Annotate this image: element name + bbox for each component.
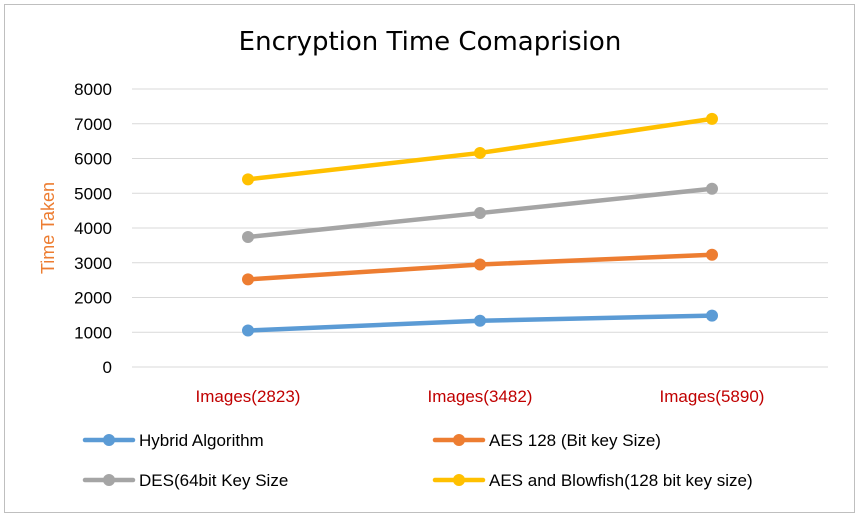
data-point	[242, 173, 254, 186]
x-axis-ticks: Images(2823) Images(3482) Images(5890)	[196, 387, 765, 406]
legend-swatch-marker	[453, 474, 465, 486]
chart-title: Encryption Time Comaprision	[239, 27, 622, 57]
y-tick-label: 3000	[74, 254, 112, 273]
legend-swatch-marker	[103, 474, 115, 486]
data-point	[242, 273, 254, 286]
data-point	[474, 146, 486, 159]
legend-item: AES and Blowfish(128 bit key size)	[432, 471, 753, 490]
data-point	[242, 324, 254, 337]
y-axis-label: Time Taken	[38, 182, 58, 274]
data-point	[242, 231, 254, 244]
legend-swatch-marker	[453, 434, 465, 446]
data-point	[706, 309, 718, 322]
legend-item: Hybrid Algorithm	[82, 431, 264, 450]
series-1	[242, 309, 718, 337]
y-tick-label: 2000	[74, 289, 112, 308]
series-2	[242, 248, 718, 286]
legend-item: DES(64bit Key Size	[82, 471, 288, 490]
y-axis-ticks: 0 1000 2000 3000 4000 5000 6000 7000 8000	[74, 80, 112, 377]
legend-label: Hybrid Algorithm	[139, 431, 264, 450]
legend-label: AES and Blowfish(128 bit key size)	[489, 471, 753, 490]
series-4	[242, 112, 718, 186]
data-point	[706, 248, 718, 261]
series-3	[242, 182, 718, 244]
x-tick-label: Images(2823)	[196, 387, 301, 406]
data-point	[474, 314, 486, 327]
y-tick-label: 6000	[74, 150, 112, 169]
y-tick-label: 8000	[74, 80, 112, 99]
data-point	[474, 258, 486, 271]
legend-item: AES 128 (Bit key Size)	[432, 431, 661, 450]
x-tick-label: Images(3482)	[428, 387, 533, 406]
legend-label: AES 128 (Bit key Size)	[489, 431, 661, 450]
y-tick-label: 1000	[74, 323, 112, 342]
data-point	[474, 207, 486, 220]
data-point	[706, 112, 718, 125]
data-point	[706, 182, 718, 195]
y-tick-label: 7000	[74, 115, 112, 134]
legend: Hybrid Algorithm AES 128 (Bit key Size) DE…	[82, 431, 753, 490]
legend-swatch-marker	[103, 434, 115, 446]
x-tick-label: Images(5890)	[660, 387, 765, 406]
y-tick-label: 4000	[74, 219, 112, 238]
y-tick-label: 0	[103, 358, 112, 377]
y-tick-label: 5000	[74, 184, 112, 203]
legend-label: DES(64bit Key Size	[139, 471, 288, 490]
series-lines	[242, 112, 718, 337]
